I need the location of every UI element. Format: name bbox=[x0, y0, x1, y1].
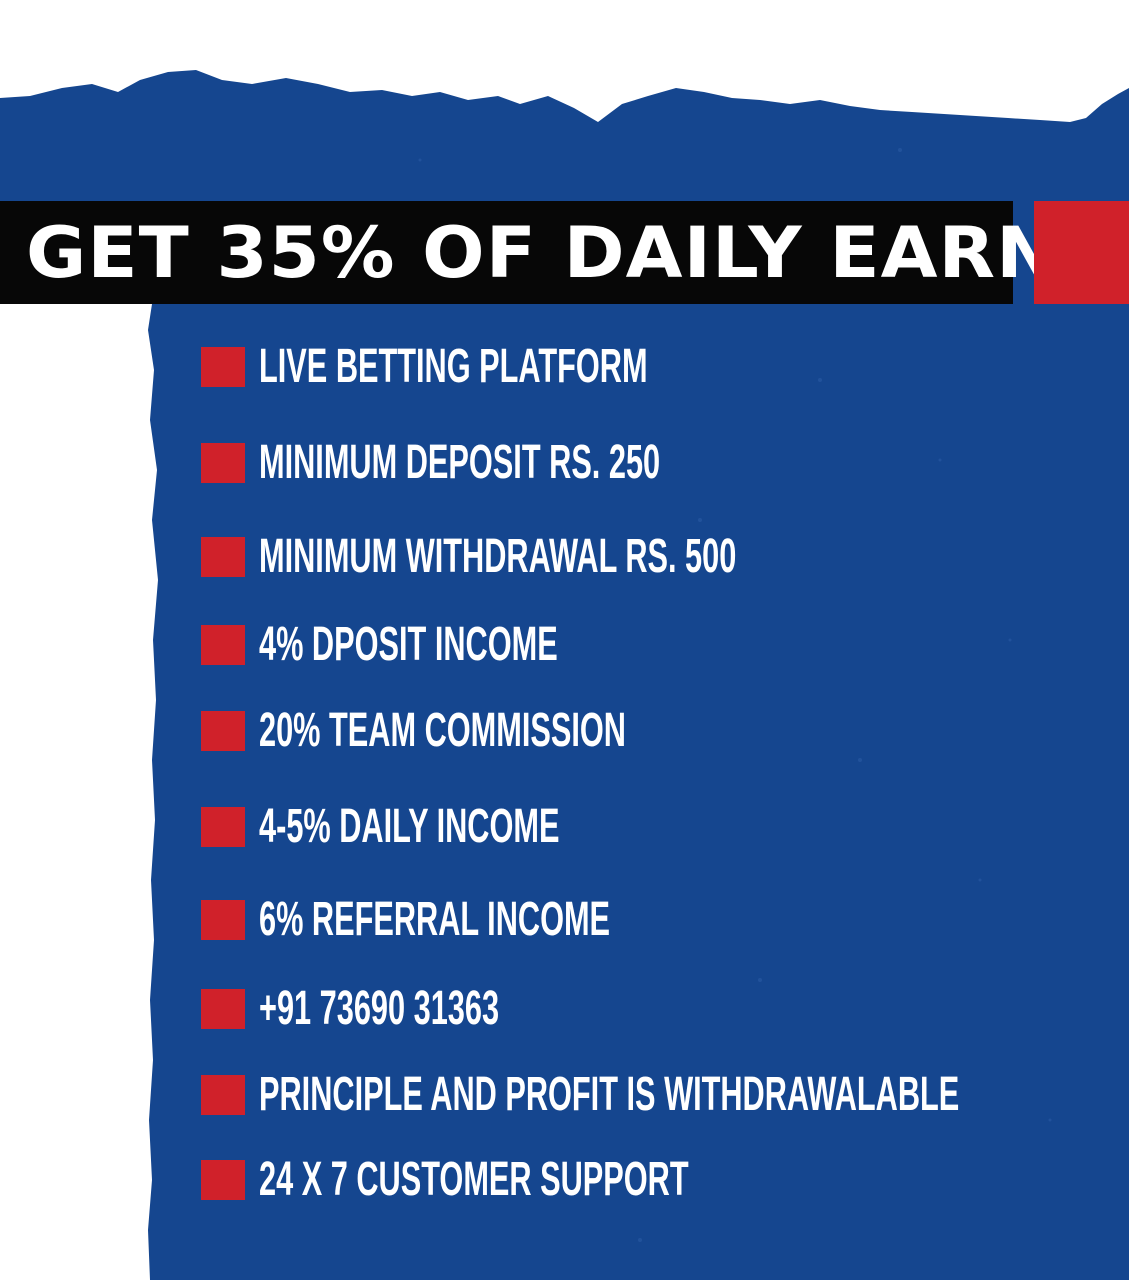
red-square-bullet-icon bbox=[201, 537, 245, 577]
feature-label: MINIMUM DEPOSIT RS. 250 bbox=[259, 436, 661, 489]
feature-item: MINIMUM WITHDRAWAL RS. 500 bbox=[201, 530, 1005, 584]
red-accent-block bbox=[1034, 201, 1129, 304]
red-square-bullet-icon bbox=[201, 1160, 245, 1200]
title-banner: GET 35% OF DAILY EARNING bbox=[0, 201, 1129, 304]
feature-label: 20% TEAM COMMISSION bbox=[259, 704, 626, 757]
feature-item: 4-5% DAILY INCOME bbox=[201, 800, 728, 854]
feature-label: 4-5% DAILY INCOME bbox=[259, 800, 560, 853]
feature-item: 24 X 7 CUSTOMER SUPPORT bbox=[201, 1153, 930, 1207]
red-square-bullet-icon bbox=[201, 1075, 245, 1115]
feature-label: 24 X 7 CUSTOMER SUPPORT bbox=[259, 1153, 689, 1206]
torn-main-panel bbox=[0, 201, 1129, 1280]
feature-item: 4% DPOSIT INCOME bbox=[201, 618, 726, 672]
red-square-bullet-icon bbox=[201, 989, 245, 1029]
feature-label: PRINCIPLE AND PROFIT IS WITHDRAWALABLE bbox=[259, 1068, 960, 1121]
red-square-bullet-icon bbox=[201, 711, 245, 751]
red-square-bullet-icon bbox=[201, 347, 245, 387]
red-square-bullet-icon bbox=[201, 807, 245, 847]
texture-specks bbox=[418, 148, 1052, 1242]
feature-item: LIVE BETTING PLATFORM bbox=[201, 340, 866, 394]
feature-label: 4% DPOSIT INCOME bbox=[259, 618, 558, 671]
feature-item: 6% REFERRAL INCOME bbox=[201, 893, 808, 947]
feature-label: LIVE BETTING PLATFORM bbox=[259, 340, 648, 393]
red-square-bullet-icon bbox=[201, 900, 245, 940]
feature-item: MINIMUM DEPOSIT RS. 250 bbox=[201, 436, 886, 490]
red-square-bullet-icon bbox=[201, 625, 245, 665]
feature-item: PRINCIPLE AND PROFIT IS WITHDRAWALABLE bbox=[201, 1068, 1129, 1122]
feature-item: +91 73690 31363 bbox=[201, 982, 634, 1036]
feature-item: 20% TEAM COMMISSION bbox=[201, 704, 832, 758]
title-text: GET 35% OF DAILY EARNING bbox=[26, 211, 1129, 294]
torn-top-band bbox=[0, 70, 1129, 201]
feature-label: 6% REFERRAL INCOME bbox=[259, 893, 611, 946]
feature-label: +91 73690 31363 bbox=[259, 982, 500, 1035]
red-square-bullet-icon bbox=[201, 443, 245, 483]
feature-label: MINIMUM WITHDRAWAL RS. 500 bbox=[259, 530, 737, 583]
